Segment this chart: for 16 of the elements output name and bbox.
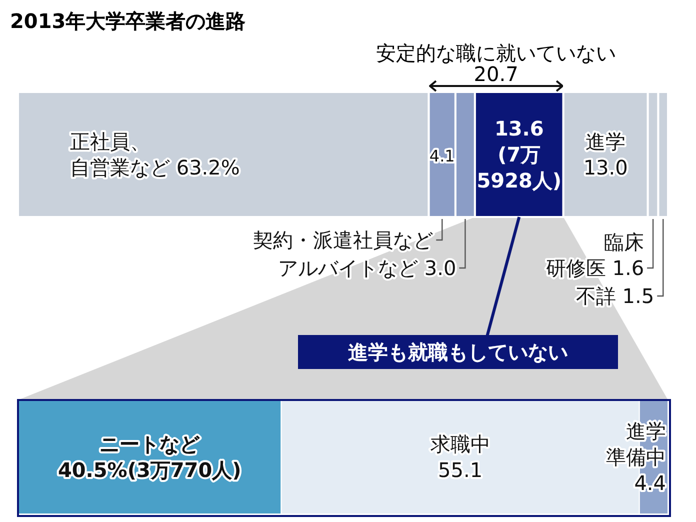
data-label: 13.0	[583, 156, 628, 180]
series-label: ニートなど	[100, 432, 201, 456]
series-label: 求職中	[430, 432, 490, 456]
text: 臨床研修医 1.6	[546, 230, 644, 280]
text: アルバイトなど 3.0	[278, 256, 456, 280]
series-label: 進学準備中	[606, 419, 666, 469]
series-label: 進学	[586, 130, 626, 154]
data-label: 55.1	[438, 458, 483, 482]
data-label: 40.5%(3万770人)	[58, 458, 242, 482]
chart-title: 進学も就職もしていない	[298, 335, 618, 369]
series-label: 契約・派遣社員など	[253, 228, 434, 252]
text: 正社員、自営業など 63.2%	[70, 130, 240, 180]
text: 不詳 1.5	[576, 284, 654, 308]
data-label: 4.1	[429, 146, 455, 166]
data-label: 13.6 (7万 5928人)	[476, 116, 562, 192]
chart-title: 2013年大学卒業者の進路	[10, 8, 246, 35]
